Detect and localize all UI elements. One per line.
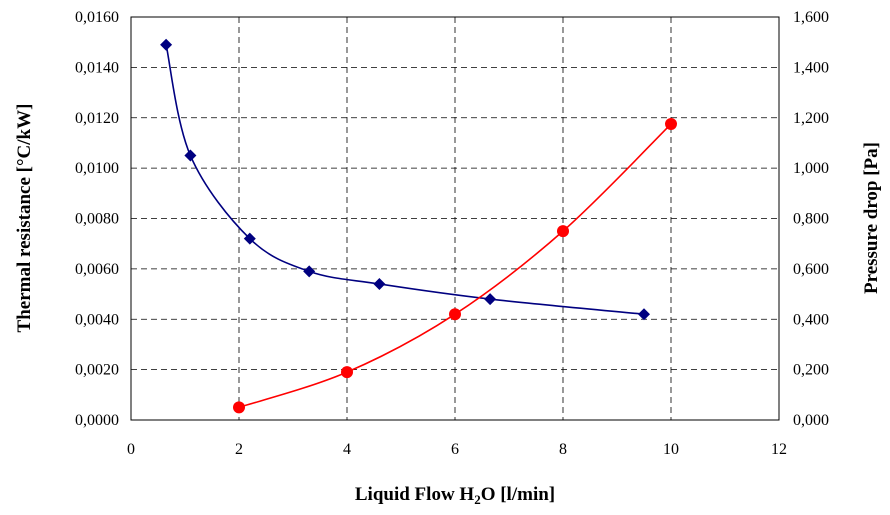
series-layer [160, 38, 677, 414]
thermal-resistance-point [303, 265, 316, 278]
x-tick-label: 4 [343, 441, 351, 458]
y-left-tick-label: 0,0000 [75, 412, 119, 429]
thermal-resistance-point [243, 232, 256, 245]
thermal-resistance-line [165, 44, 645, 316]
y-left-tick-label: 0,0080 [75, 211, 119, 228]
y-right-tick-label: 0,800 [793, 211, 829, 228]
y-right-tick-label: 0,200 [793, 362, 829, 379]
pressure-drop-point [341, 366, 353, 379]
y-left-tick-label: 0,0060 [75, 261, 119, 278]
y-right-tick-label: 0,000 [793, 412, 829, 429]
y-right-axis-ticks: 0,000 0,200 0,400 0,600 0,800 1,000 1,200 1,400… [793, 9, 829, 429]
y-left-tick-label: 0,0040 [75, 311, 119, 328]
x-tick-label: 10 [663, 441, 679, 458]
pressure-drop-point [557, 225, 569, 238]
thermal-resistance-point [184, 149, 197, 162]
pressure-drop-point [665, 118, 677, 131]
pressure-drop-point [449, 308, 461, 321]
thermal-resistance-point [638, 308, 650, 321]
x-axis-ticks: 0 2 4 6 8 10 12 [127, 441, 787, 458]
thermal-resistance-point [160, 38, 173, 51]
y-right-tick-label: 1,200 [793, 110, 829, 127]
y-right-tick-label: 0,400 [793, 311, 829, 328]
y-left-tick-label: 0,0160 [75, 9, 119, 26]
y-right-axis-title: Pressure drop [Pa] [861, 142, 882, 294]
x-tick-label: 8 [559, 441, 567, 458]
x-tick-label: 2 [235, 441, 243, 458]
y-right-tick-label: 0,600 [793, 261, 829, 278]
y-left-tick-label: 0,0140 [75, 59, 119, 76]
y-left-tick-label: 0,0020 [75, 362, 119, 379]
y-right-tick-label: 1,600 [793, 9, 829, 26]
x-tick-label: 0 [127, 441, 135, 458]
grid-layer [131, 17, 779, 420]
pressure-drop-point [233, 401, 245, 414]
y-left-axis-ticks: 0,0000 0,0020 0,0040 0,0060 0,0080 0,0100 0,01… [75, 9, 119, 429]
thermal-resistance-point [373, 277, 386, 290]
y-right-tick-label: 1,400 [793, 59, 829, 76]
plot-frame [130, 16, 780, 421]
y-left-tick-label: 0,0100 [75, 160, 119, 177]
y-left-tick-label: 0,0120 [75, 110, 119, 127]
thermal-resistance-point [484, 293, 497, 306]
pressure-drop-line [238, 123, 672, 409]
x-tick-label: 12 [771, 441, 787, 458]
y-left-axis-title: Thermal resistance [°C/kW] [14, 104, 35, 333]
y-right-tick-label: 1,000 [793, 160, 829, 177]
x-tick-label: 6 [451, 441, 459, 458]
x-axis-title: Liquid Flow H2O [l/min] [355, 484, 555, 507]
